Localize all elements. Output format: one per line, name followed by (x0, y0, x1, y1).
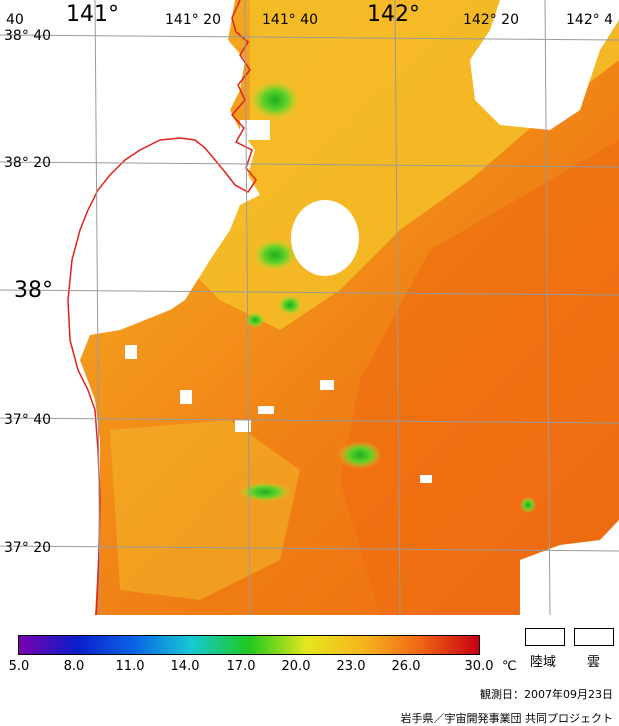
yellow-eddy-south (110, 420, 300, 600)
colorbar-tick: 26.0 (391, 659, 421, 674)
colorbar-tick: 5.0 (8, 659, 30, 674)
cloud-legend-label: 雲 (587, 655, 601, 670)
cold-spot (338, 441, 382, 469)
lat-label-38-40: 38° 40 (4, 28, 52, 44)
lon-label-142-20: 142° 20 (463, 12, 519, 28)
lon-label-141-40: 141° 40 (262, 12, 318, 28)
temperature-colorbar (18, 635, 480, 655)
land-legend-label: 陸域 (530, 655, 557, 670)
cloud (291, 200, 359, 276)
cloud (240, 120, 270, 140)
lon-label-141-20: 141° 20 (165, 12, 221, 28)
cold-spot (253, 239, 297, 271)
cloud (258, 406, 274, 414)
land-area (0, 0, 260, 615)
cloud (470, 0, 619, 130)
land-legend-swatch (525, 628, 565, 646)
graticule (0, 0, 619, 615)
cold-spot (250, 80, 300, 120)
lon-label-142: 142° (367, 2, 420, 27)
colorbar-tick: 23.0 (336, 659, 366, 674)
lon-label-141: 141° (66, 2, 119, 27)
colorbar-unit: ℃ (502, 659, 517, 674)
cold-spot (239, 482, 291, 502)
cloud (180, 390, 192, 404)
lat-label-37-40: 37° 40 (4, 412, 52, 428)
credit-text: 岩手県／宇宙開発事業団 共同プロジェクト (400, 712, 614, 725)
colorbar-tick: 30.0 (464, 659, 494, 674)
lat-label-fragment: 40 (6, 12, 24, 28)
lat-label-38: 38° (14, 278, 53, 303)
cold-spot (278, 295, 302, 315)
lon-label-142-40: 142° 4 (566, 12, 614, 28)
coastline (67, 0, 257, 615)
cold-spot (245, 312, 265, 328)
cloud-legend-swatch (574, 628, 614, 646)
cloud (80, 180, 230, 280)
cloud (235, 420, 251, 432)
cloud (320, 380, 334, 390)
colorbar-tick: 17.0 (226, 659, 256, 674)
lat-label-38-20: 38° 20 (4, 155, 52, 171)
colorbar-tick: 20.0 (281, 659, 311, 674)
cloud (520, 520, 619, 615)
cloud (420, 475, 432, 483)
cold-spot (520, 497, 536, 513)
colorbar-tick: 8.0 (63, 659, 85, 674)
sea-surface-temperature-map (0, 0, 619, 615)
colorbar-tick: 14.0 (170, 659, 200, 674)
observation-date: 観測日：2007年09月23日 (480, 688, 613, 701)
lat-label-37-20: 37° 20 (4, 540, 52, 556)
colorbar-tick: 11.0 (115, 659, 145, 674)
cloud (125, 345, 137, 359)
